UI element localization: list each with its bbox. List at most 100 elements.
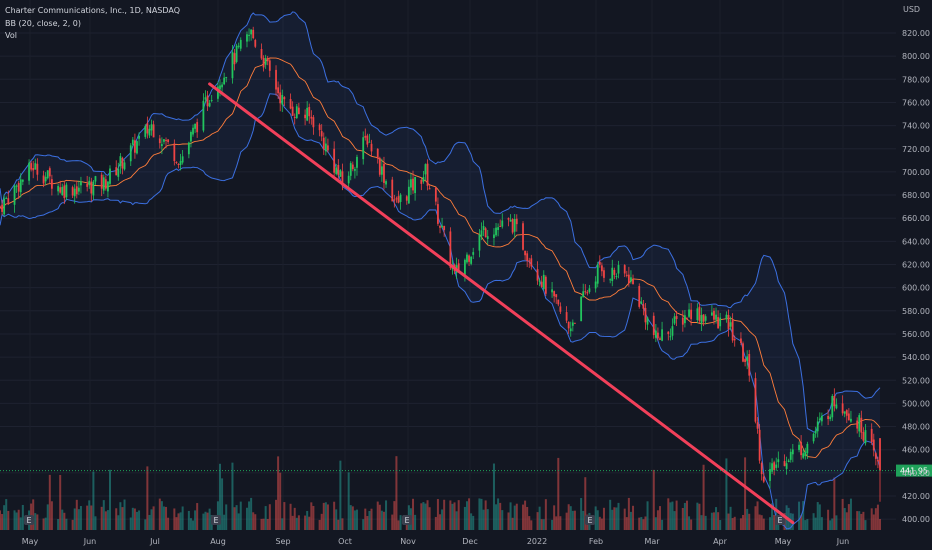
volume-bar: [654, 517, 657, 530]
candle-body: [580, 296, 583, 322]
candle-body: [713, 310, 715, 320]
candle-body: [318, 124, 321, 131]
volume-bar: [831, 518, 834, 530]
candle-body: [196, 122, 199, 133]
volume-bar: [449, 500, 452, 530]
candle-body: [15, 185, 18, 187]
candle-body: [758, 429, 761, 461]
volume-bar: [318, 519, 321, 530]
candle-body: [48, 168, 51, 177]
candle-body: [816, 421, 819, 432]
candle-body: [13, 185, 16, 205]
volume-bar: [405, 520, 408, 530]
symbol-title: Charter Communications, Inc., 1D, NASDAQ: [5, 6, 181, 15]
candle-body: [0, 206, 1, 208]
candle-body: [675, 315, 678, 320]
candle-body: [495, 227, 497, 236]
volume-bar: [391, 514, 394, 530]
candle-body: [63, 185, 66, 199]
volume-bar: [341, 518, 344, 530]
volume-bar: [268, 504, 271, 530]
candle-body: [555, 294, 558, 298]
candle-body: [42, 175, 45, 184]
volume-bar: [426, 500, 429, 530]
candle-body: [499, 225, 502, 227]
volume-bar: [79, 506, 82, 530]
volume-bar: [511, 517, 514, 530]
candle-body: [760, 462, 763, 475]
candle-body: [90, 181, 93, 194]
price-tick-label: 740.00: [902, 122, 930, 131]
candle-body: [652, 315, 655, 336]
candle-body: [727, 315, 730, 329]
volume-bar: [245, 507, 248, 530]
candle-body: [690, 309, 693, 320]
price-tick-label: 400.00: [902, 515, 930, 524]
candle-body: [129, 145, 132, 162]
volume-bar: [144, 519, 147, 530]
volume-bar: [59, 474, 62, 530]
volume-bar: [879, 518, 881, 530]
candle-body: [574, 322, 576, 324]
candle-body: [337, 165, 340, 175]
volume-bar: [717, 512, 720, 530]
time-axis[interactable]: May Jun Jul Aug Sep Oct Nov Dec 2022 Feb Mar Apr May…: [22, 537, 850, 546]
volume-bar: [13, 510, 16, 530]
candle-body: [225, 77, 228, 79]
candle-body: [719, 317, 722, 327]
candle-body: [530, 258, 533, 267]
candle-body: [115, 167, 118, 176]
indicator-legend-vol[interactable]: Vol: [5, 31, 17, 40]
candle-body: [785, 463, 788, 469]
volume-bar: [847, 504, 850, 530]
volume-bar: [104, 511, 107, 530]
candle-body: [571, 322, 574, 326]
volume-bar: [849, 498, 852, 530]
candle-body: [841, 403, 844, 414]
candle-body: [673, 316, 676, 324]
volume-bar: [115, 508, 118, 530]
price-tick-label: 560.00: [902, 330, 930, 339]
volume-bar: [248, 501, 251, 530]
candle-body: [426, 163, 429, 186]
trendline[interactable]: [208, 82, 795, 525]
indicator-legend-bb[interactable]: BB (20, close, 2, 0): [5, 19, 81, 28]
volume-bar: [746, 508, 749, 530]
volume-bar: [862, 511, 865, 530]
volume-bar: [399, 515, 402, 530]
price-axis[interactable]: USD 820.00 800.00 780.00 760.00 740.00 720.00…: [902, 5, 930, 524]
volume-bar: [632, 505, 635, 530]
volume-bar: [291, 515, 294, 530]
volume-bar: [829, 520, 832, 530]
volume-bar: [551, 519, 554, 530]
volume-bar: [233, 507, 236, 530]
volume-bar: [540, 519, 543, 530]
candle-body: [466, 254, 468, 263]
volume-bar: [526, 506, 529, 530]
candle-body: [667, 331, 670, 335]
volume-bar: [44, 517, 47, 530]
candle-body: [464, 259, 466, 275]
volume-bar: [279, 472, 282, 530]
volume-bar: [486, 509, 489, 530]
price-tick-label: 620.00: [902, 261, 930, 270]
volume-bar: [412, 498, 415, 530]
price-tick-label: 640.00: [902, 237, 930, 246]
candle-body: [36, 163, 39, 175]
volume-bar: [557, 457, 560, 530]
candle-body: [165, 139, 167, 141]
candle-body: [370, 143, 373, 152]
candle-body: [744, 359, 746, 363]
volume-bar: [364, 508, 367, 530]
candle-body: [627, 274, 630, 284]
volume-bar: [600, 518, 603, 530]
candle-body: [354, 169, 356, 171]
volume-bar: [19, 517, 22, 530]
candle-body: [17, 183, 20, 192]
candle-body: [102, 177, 105, 191]
candle-body: [420, 179, 423, 184]
volume-bar: [175, 517, 178, 530]
candle-body: [75, 186, 78, 195]
candle-body: [696, 308, 699, 321]
